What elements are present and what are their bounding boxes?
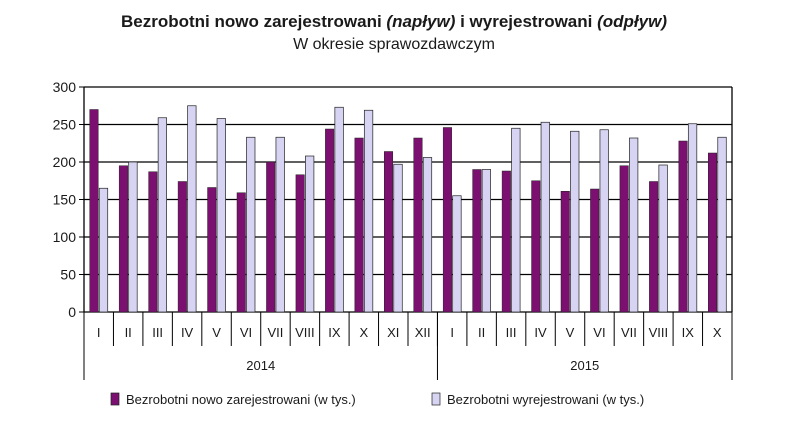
category-label: III [506, 325, 517, 340]
title-part-3: i wyrejestrowani [455, 12, 598, 31]
title-part-2: (napływ) [386, 12, 456, 31]
category-label: I [450, 325, 454, 340]
y-tick-label: 250 [53, 117, 77, 133]
bar-inflow [531, 180, 541, 313]
group-label: 2015 [570, 358, 599, 373]
bar-inflow [295, 174, 305, 313]
category-label: VI [593, 325, 605, 340]
bar-inflow [472, 169, 482, 313]
bar-outflow [246, 136, 256, 313]
chart-title: Bezrobotni nowo zarejestrowani (napływ) … [0, 12, 788, 32]
bar-outflow [599, 129, 609, 313]
y-tick-label: 0 [68, 304, 76, 320]
bar-outflow [570, 130, 580, 313]
bar-inflow [354, 137, 364, 313]
bar-inflow [177, 181, 187, 313]
category-label: VIII [649, 325, 669, 340]
category-label: II [478, 325, 485, 340]
y-tick-label: 50 [60, 267, 76, 283]
bar-outflow [511, 127, 521, 313]
legend-inflow-swatch [110, 392, 120, 406]
category-label: III [152, 325, 163, 340]
legend-outflow-label: Bezrobotni wyrejestrowani (w tys.) [447, 392, 644, 407]
bar-outflow [363, 109, 374, 313]
category-label: II [125, 325, 132, 340]
bar-outflow [157, 117, 167, 313]
bar-outflow [687, 123, 698, 313]
bar-inflow [501, 170, 511, 313]
category-label: I [97, 325, 101, 340]
bar-inflow [148, 171, 158, 313]
bar-inflow [413, 137, 423, 313]
y-tick-label: 100 [53, 229, 77, 245]
y-tick-label: 150 [53, 192, 77, 208]
category-label: XII [415, 325, 431, 340]
bar-outflow [422, 157, 433, 313]
bar-outflow [216, 118, 226, 313]
bar-inflow [266, 161, 276, 313]
bar-outflow [452, 195, 462, 313]
bar-inflow [442, 127, 452, 313]
title-part-4: (odpływ) [597, 12, 667, 31]
bar-inflow [118, 165, 128, 313]
bar-outflow [305, 155, 315, 313]
group-label: 2014 [246, 358, 275, 373]
bar-outflow [658, 164, 668, 313]
bar-inflow [678, 140, 688, 313]
category-label: XI [387, 325, 399, 340]
category-label: X [359, 325, 368, 340]
bar-outflow [629, 137, 639, 313]
bar-inflow [89, 109, 99, 313]
y-tick-label: 300 [53, 79, 77, 95]
legend-inflow-label: Bezrobotni nowo zarejestrowani (w tys.) [126, 392, 356, 407]
category-label: V [566, 325, 575, 340]
bar-outflow [98, 187, 109, 313]
category-label: VI [240, 325, 252, 340]
category-label: IX [328, 325, 341, 340]
category-label: VII [621, 325, 637, 340]
bar-inflow [708, 152, 718, 313]
bar-outflow [481, 169, 491, 313]
category-label: VIII [295, 325, 315, 340]
bar-inflow [236, 192, 246, 313]
y-tick-label: 200 [53, 154, 77, 170]
bar-inflow [649, 181, 659, 313]
category-label: IV [181, 325, 194, 340]
category-label: VII [268, 325, 284, 340]
category-label: X [713, 325, 722, 340]
legend-outflow-swatch [431, 392, 441, 406]
bar-outflow [275, 136, 285, 313]
title-part-1: Bezrobotni nowo zarejestrowani [121, 12, 387, 31]
bar-inflow [590, 188, 600, 313]
bar-inflow [619, 165, 629, 313]
bar-inflow [325, 128, 335, 313]
bar-outflow [540, 121, 550, 313]
bar-inflow [207, 187, 217, 313]
bar-outflow [717, 136, 727, 313]
bar-outflow [128, 161, 138, 313]
category-label: IX [682, 325, 695, 340]
category-label: V [212, 325, 221, 340]
bar-outflow [334, 106, 344, 313]
bar-inflow [560, 191, 570, 313]
bar-inflow [384, 151, 394, 313]
category-label: IV [534, 325, 547, 340]
chart-subtitle: W okresie sprawozdawczym [293, 36, 495, 53]
bar-outflow [393, 163, 403, 313]
bar-outflow [187, 105, 197, 313]
